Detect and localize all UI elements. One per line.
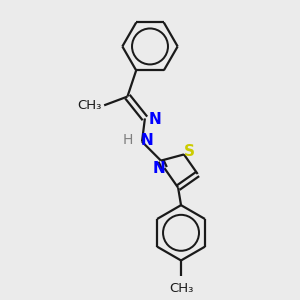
- Text: N: N: [148, 112, 161, 127]
- Text: N: N: [153, 160, 166, 175]
- Text: S: S: [184, 144, 195, 159]
- Text: N: N: [140, 133, 153, 148]
- Text: CH₃: CH₃: [169, 282, 193, 295]
- Text: CH₃: CH₃: [77, 99, 102, 112]
- Text: H: H: [122, 133, 133, 147]
